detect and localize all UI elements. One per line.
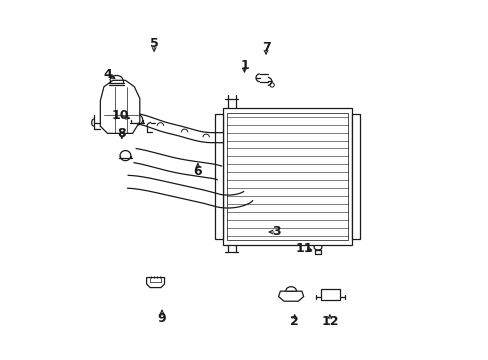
Text: 3: 3 xyxy=(272,225,281,238)
Text: 7: 7 xyxy=(261,41,270,54)
Text: 6: 6 xyxy=(193,165,202,177)
Text: 1: 1 xyxy=(240,59,248,72)
Polygon shape xyxy=(278,291,303,301)
Text: 12: 12 xyxy=(321,315,338,328)
Text: 2: 2 xyxy=(290,315,299,328)
Text: 5: 5 xyxy=(149,37,158,50)
Text: 10: 10 xyxy=(112,109,129,122)
Text: 8: 8 xyxy=(117,127,126,140)
Polygon shape xyxy=(146,278,164,288)
Bar xyxy=(227,113,347,240)
Bar xyxy=(320,289,340,300)
Bar xyxy=(223,108,351,244)
Text: 11: 11 xyxy=(295,242,313,255)
Text: 4: 4 xyxy=(103,68,112,81)
Bar xyxy=(215,114,223,239)
Polygon shape xyxy=(100,80,140,134)
Text: 9: 9 xyxy=(158,311,166,325)
Bar xyxy=(351,114,359,239)
